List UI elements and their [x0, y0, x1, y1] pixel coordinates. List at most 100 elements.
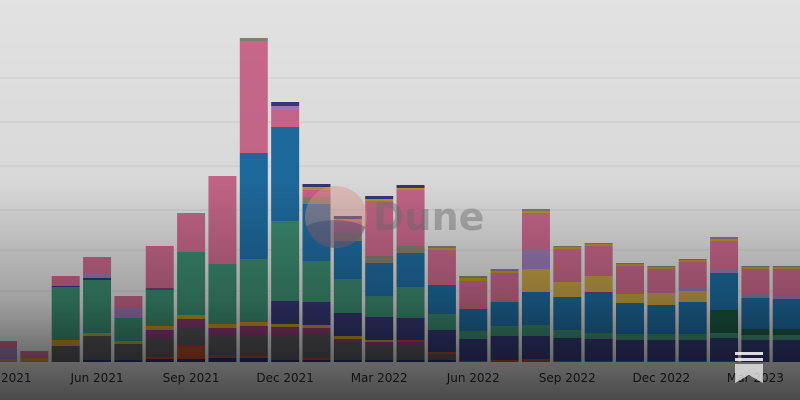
bar-segment[interactable] [177, 359, 206, 362]
bar-segment[interactable] [114, 308, 143, 318]
bar-segment[interactable] [365, 360, 394, 362]
bar-segment[interactable] [741, 269, 770, 294]
bar-segment[interactable] [678, 259, 707, 260]
bar-segment[interactable] [553, 282, 582, 297]
bar-segment[interactable] [208, 328, 237, 336]
bar-segment[interactable] [710, 239, 739, 241]
bar-segment[interactable] [710, 273, 739, 310]
bar-segment[interactable] [741, 266, 770, 267]
bar-segment[interactable] [647, 340, 676, 361]
bar-segment[interactable] [239, 322, 268, 326]
bar-segment[interactable] [51, 276, 80, 286]
bar-segment[interactable] [333, 336, 362, 339]
bar-segment[interactable] [208, 264, 237, 324]
bar-feb-2023[interactable] [710, 237, 739, 362]
bar-segment[interactable] [772, 299, 800, 329]
bar-segment[interactable] [239, 358, 268, 362]
bar-segment[interactable] [83, 278, 112, 280]
bar-segment[interactable] [772, 269, 800, 296]
bar-segment[interactable] [647, 266, 676, 267]
bar-segment[interactable] [83, 336, 112, 360]
bar-segment[interactable] [553, 249, 582, 282]
bar-segment[interactable] [710, 310, 739, 333]
bar-segment[interactable] [459, 278, 488, 281]
bar-segment[interactable] [114, 360, 143, 362]
bar-segment[interactable] [678, 334, 707, 340]
bar-segment[interactable] [459, 361, 488, 362]
bar-segment[interactable] [521, 359, 550, 362]
bar-segment[interactable] [741, 298, 770, 329]
bar-segment[interactable] [20, 358, 49, 362]
bar-segment[interactable] [521, 211, 550, 213]
bar-segment[interactable] [239, 41, 268, 153]
bar-segment[interactable] [490, 269, 519, 271]
bar-segment[interactable] [333, 313, 362, 336]
bar-apr-2021[interactable] [20, 351, 49, 362]
bar-jan-2023[interactable] [678, 259, 707, 362]
bar-segment[interactable] [365, 345, 394, 360]
bar-segment[interactable] [114, 318, 143, 341]
bar-dec-2022[interactable] [647, 266, 676, 362]
bar-segment[interactable] [521, 213, 550, 250]
bar-sep-2022[interactable] [553, 246, 582, 362]
bar-segment[interactable] [772, 267, 800, 269]
bar-segment[interactable] [616, 361, 644, 362]
bar-segment[interactable] [584, 244, 613, 246]
bar-segment[interactable] [427, 250, 456, 285]
bar-segment[interactable] [741, 329, 770, 335]
bar-segment[interactable] [365, 263, 394, 296]
bar-segment[interactable] [647, 361, 676, 362]
bar-segment[interactable] [333, 360, 362, 362]
bar-segment[interactable] [208, 355, 237, 358]
bar-segment[interactable] [459, 339, 488, 361]
bar-segment[interactable] [427, 354, 456, 360]
bar-segment[interactable] [553, 246, 582, 247]
bar-segment[interactable] [678, 340, 707, 361]
bar-segment[interactable] [51, 287, 80, 340]
bar-segment[interactable] [459, 331, 488, 339]
bar-segment[interactable] [145, 326, 174, 330]
bar-segment[interactable] [239, 356, 268, 358]
bar-segment[interactable] [616, 340, 644, 361]
bar-segment[interactable] [678, 260, 707, 262]
bar-segment[interactable] [678, 291, 707, 302]
bar-apr-2023[interactable] [772, 266, 800, 362]
bar-segment[interactable] [271, 327, 300, 335]
bar-segment[interactable] [177, 327, 206, 346]
bar-segment[interactable] [145, 338, 174, 357]
bar-segment[interactable] [521, 336, 550, 359]
bar-segment[interactable] [302, 328, 331, 334]
bar-jun-2021[interactable] [83, 257, 112, 362]
bar-segment[interactable] [521, 325, 550, 336]
bar-segment[interactable] [427, 360, 456, 362]
bar-segment[interactable] [83, 273, 112, 278]
bookmark-icon[interactable] [735, 351, 765, 385]
bar-segment[interactable] [333, 342, 362, 360]
bar-segment[interactable] [177, 252, 206, 315]
bar-segment[interactable] [271, 335, 300, 360]
bar-segment[interactable] [177, 319, 206, 327]
bar-segment[interactable] [208, 176, 237, 264]
bar-segment[interactable] [177, 315, 206, 319]
bar-segment[interactable] [208, 336, 237, 355]
bar-segment[interactable] [427, 248, 456, 250]
bar-segment[interactable] [114, 296, 143, 308]
bar-segment[interactable] [396, 345, 425, 360]
bar-segment[interactable] [114, 341, 143, 344]
bar-segment[interactable] [365, 317, 394, 340]
bar-segment[interactable] [710, 241, 739, 270]
bar-segment[interactable] [396, 318, 425, 340]
bar-segment[interactable] [396, 253, 425, 287]
bar-aug-2022[interactable] [521, 209, 550, 362]
bar-segment[interactable] [772, 329, 800, 335]
bar-jul-2021[interactable] [114, 296, 143, 362]
bar-segment[interactable] [365, 256, 394, 263]
bar-segment[interactable] [396, 342, 425, 345]
bar-segment[interactable] [584, 361, 613, 362]
bar-segment[interactable] [83, 360, 112, 362]
bar-may-2021[interactable] [51, 276, 80, 362]
bar-segment[interactable] [83, 333, 112, 336]
bar-segment[interactable] [553, 297, 582, 330]
bar-segment[interactable] [51, 340, 80, 346]
bar-segment[interactable] [0, 341, 17, 348]
